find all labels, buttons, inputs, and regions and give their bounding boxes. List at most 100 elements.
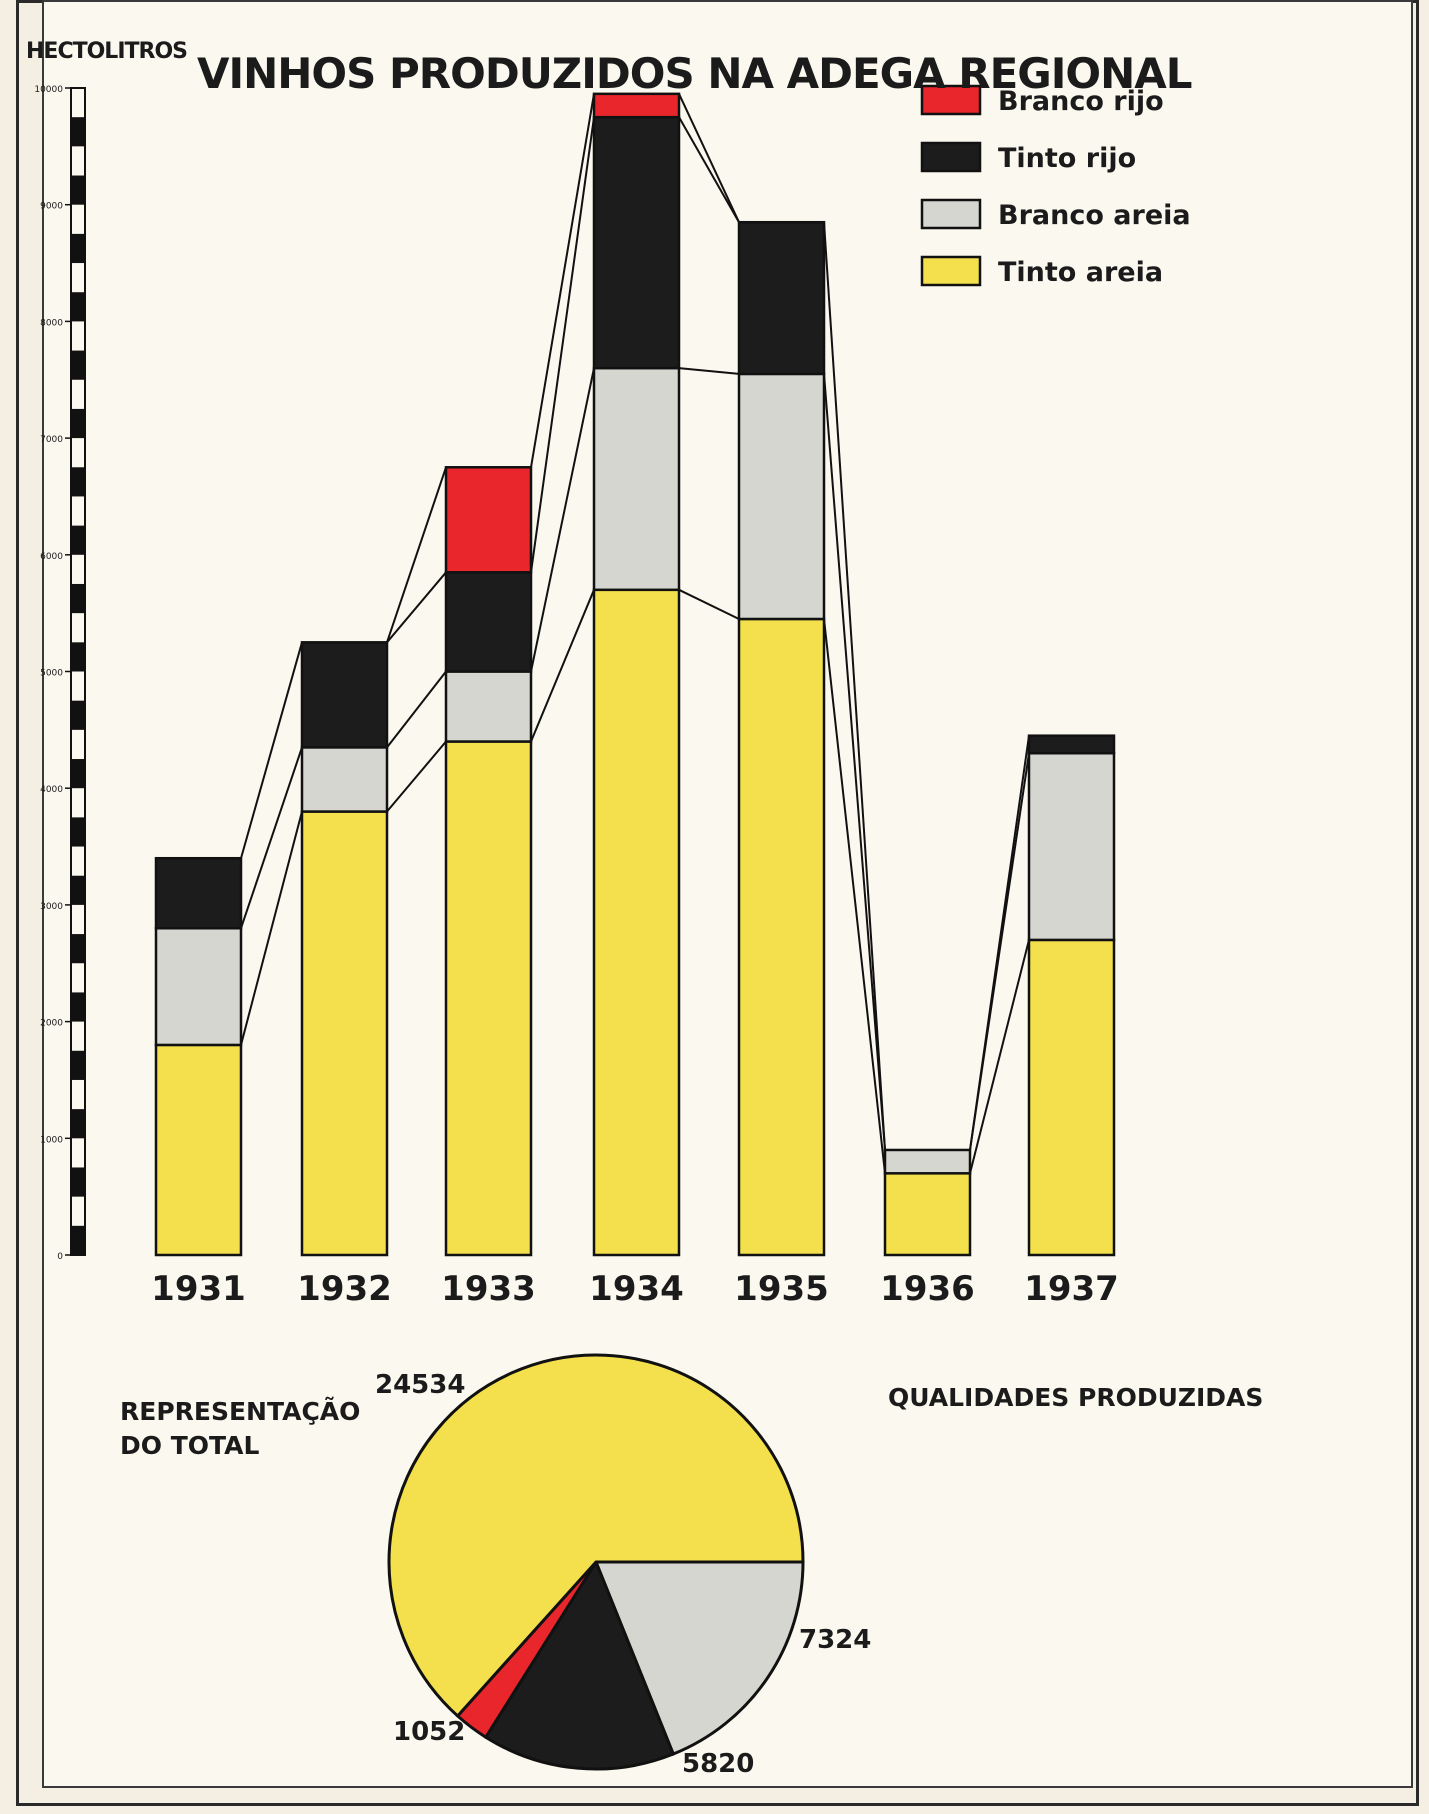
connector-line <box>530 367 595 672</box>
ruler-segment <box>71 1050 85 1080</box>
connector-line <box>969 939 1030 1174</box>
bar-segment-tinto-areia-1936 <box>883 1172 972 1257</box>
bar-segment-branco-areia-1936 <box>883 1148 972 1175</box>
pie-subtitle-line-1: REPRESENTAÇÃO <box>120 1397 360 1426</box>
y-tick-label: 9000 <box>40 202 63 212</box>
x-tick-label-1933: 1933 <box>441 1269 536 1309</box>
y-tick-label: 5000 <box>40 669 63 679</box>
ruler-segment <box>71 642 85 672</box>
ruler-segment <box>71 934 85 964</box>
bar-segment-branco-rijo-1933 <box>444 466 533 574</box>
connector-line <box>386 740 447 813</box>
bar-segment-tinto-areia-1935 <box>737 617 826 1257</box>
connector-line <box>530 589 595 742</box>
ruler-segment <box>71 1225 85 1255</box>
connector-line <box>823 373 886 1151</box>
bar-segment-branco-areia-1931 <box>154 926 243 1047</box>
pie-label-branco-rijo: 1052 <box>393 1717 465 1747</box>
connector-line <box>386 571 447 643</box>
ruler-segment <box>71 467 85 497</box>
connector-line <box>969 735 1030 1151</box>
pie-label-tinto-rijo: 5820 <box>682 1749 754 1779</box>
connector-line <box>240 747 303 929</box>
pie-subtitle: REPRESENTAÇÃO DO TOTAL <box>120 1397 360 1460</box>
y-tick-label: 4000 <box>40 785 63 795</box>
bar-segment-tinto-rijo-1934 <box>592 115 681 370</box>
ruler-segment <box>71 583 85 614</box>
pie-label-branco-areia: 7324 <box>799 1625 871 1655</box>
x-tick-label-1937: 1937 <box>1024 1269 1119 1309</box>
legend-label-tinto-rijo: Tinto rijo <box>998 143 1136 174</box>
stacked-bars <box>154 92 1116 1257</box>
y-axis-title: HECTOLITROS <box>26 39 187 64</box>
y-tick-label: 8000 <box>40 318 63 328</box>
connector-line <box>386 466 447 643</box>
bar-segment-branco-areia-1933 <box>444 670 533 743</box>
connector-line <box>386 670 447 748</box>
ruler-segment <box>71 408 85 439</box>
ruler-segment <box>71 992 85 1022</box>
connector-line <box>823 618 886 1174</box>
legend-swatch-branco-rijo <box>920 84 982 116</box>
legend-swatch-tinto-rijo <box>920 141 982 173</box>
y-scale-ruler: 0 1000 2000 3000 4000 5000 6000 7000 8000 9000 100… <box>34 85 86 1262</box>
x-tick-label-1934: 1934 <box>589 1269 684 1309</box>
chart-title: VINHOS PRODUZIDOS NA ADEGA REGIONAL <box>197 49 1192 98</box>
legend-label-branco-areia: Branco areia <box>998 200 1191 231</box>
ruler-segment <box>71 817 85 847</box>
connector-line <box>240 642 303 859</box>
connector-line <box>530 117 595 573</box>
connector-line <box>678 588 740 620</box>
legend-swatch-tinto-areia <box>920 255 982 287</box>
pie-slice-branco-areia <box>593 1560 805 1756</box>
legend-swatch-branco-areia <box>920 198 982 230</box>
x-tick-label-1931: 1931 <box>151 1269 246 1309</box>
y-tick-label: 7000 <box>40 435 63 445</box>
x-tick-label-1936: 1936 <box>880 1269 975 1309</box>
pie-title: QUALIDADES PRODUZIDAS <box>888 1383 1263 1412</box>
legend: Branco rijo Tinto rijo Branco areia Tinto a… <box>920 84 1191 288</box>
pie-label-tinto-areia: 24534 <box>375 1370 465 1400</box>
bar-segment-tinto-areia-1934 <box>592 588 681 1257</box>
connector-line <box>530 93 595 468</box>
bar-segment-branco-areia-1934 <box>592 366 681 592</box>
bar-segment-tinto-rijo-1937 <box>1027 734 1116 755</box>
ruler-segment <box>71 117 85 147</box>
series-connector-lines <box>240 93 1030 1174</box>
pie-slice-tinto-rijo <box>483 1558 676 1771</box>
ruler-segment <box>71 292 85 322</box>
y-tick-label: 3000 <box>40 902 63 912</box>
pie-slice-tinto-areia <box>387 1353 805 1719</box>
y-tick-label: 2000 <box>40 1019 63 1029</box>
bar-segment-branco-areia-1937 <box>1027 751 1116 942</box>
pie-chart: 24534 7324 5820 1052 <box>375 1353 871 1779</box>
x-tick-label-1932: 1932 <box>297 1269 392 1309</box>
bar-segment-tinto-areia-1933 <box>444 740 533 1257</box>
ruler-segment <box>71 875 85 905</box>
ruler-segment <box>71 525 85 555</box>
connector-line <box>678 116 740 223</box>
x-axis-labels: 1931 1932 1933 1934 1935 1936 1937 <box>151 1269 1119 1309</box>
ruler-segment <box>71 233 85 264</box>
bar-segment-tinto-rijo-1932 <box>300 641 389 749</box>
bar-segment-branco-areia-1935 <box>737 372 826 621</box>
connector-line <box>823 222 886 1151</box>
bar-segment-tinto-areia-1931 <box>154 1043 243 1257</box>
legend-label-tinto-areia: Tinto areia <box>998 257 1163 288</box>
y-tick-label: 10000 <box>34 85 63 95</box>
bar-segment-branco-rijo-1934 <box>592 92 681 119</box>
bar-segment-tinto-rijo-1933 <box>444 571 533 673</box>
connector-line <box>678 93 740 223</box>
connector-line <box>240 811 303 1046</box>
ruler-segment <box>71 759 85 789</box>
bar-segment-tinto-rijo-1931 <box>154 856 243 930</box>
bar-segment-branco-areia-1932 <box>300 746 389 813</box>
y-tick-label: 0 <box>57 1252 63 1262</box>
y-tick-label: 1000 <box>40 1135 63 1145</box>
ruler-segment <box>71 1109 85 1139</box>
ruler-segment <box>71 1167 85 1197</box>
connector-line <box>678 367 740 375</box>
bar-segment-tinto-areia-1937 <box>1027 938 1116 1257</box>
legend-label-branco-rijo: Branco rijo <box>998 86 1164 117</box>
